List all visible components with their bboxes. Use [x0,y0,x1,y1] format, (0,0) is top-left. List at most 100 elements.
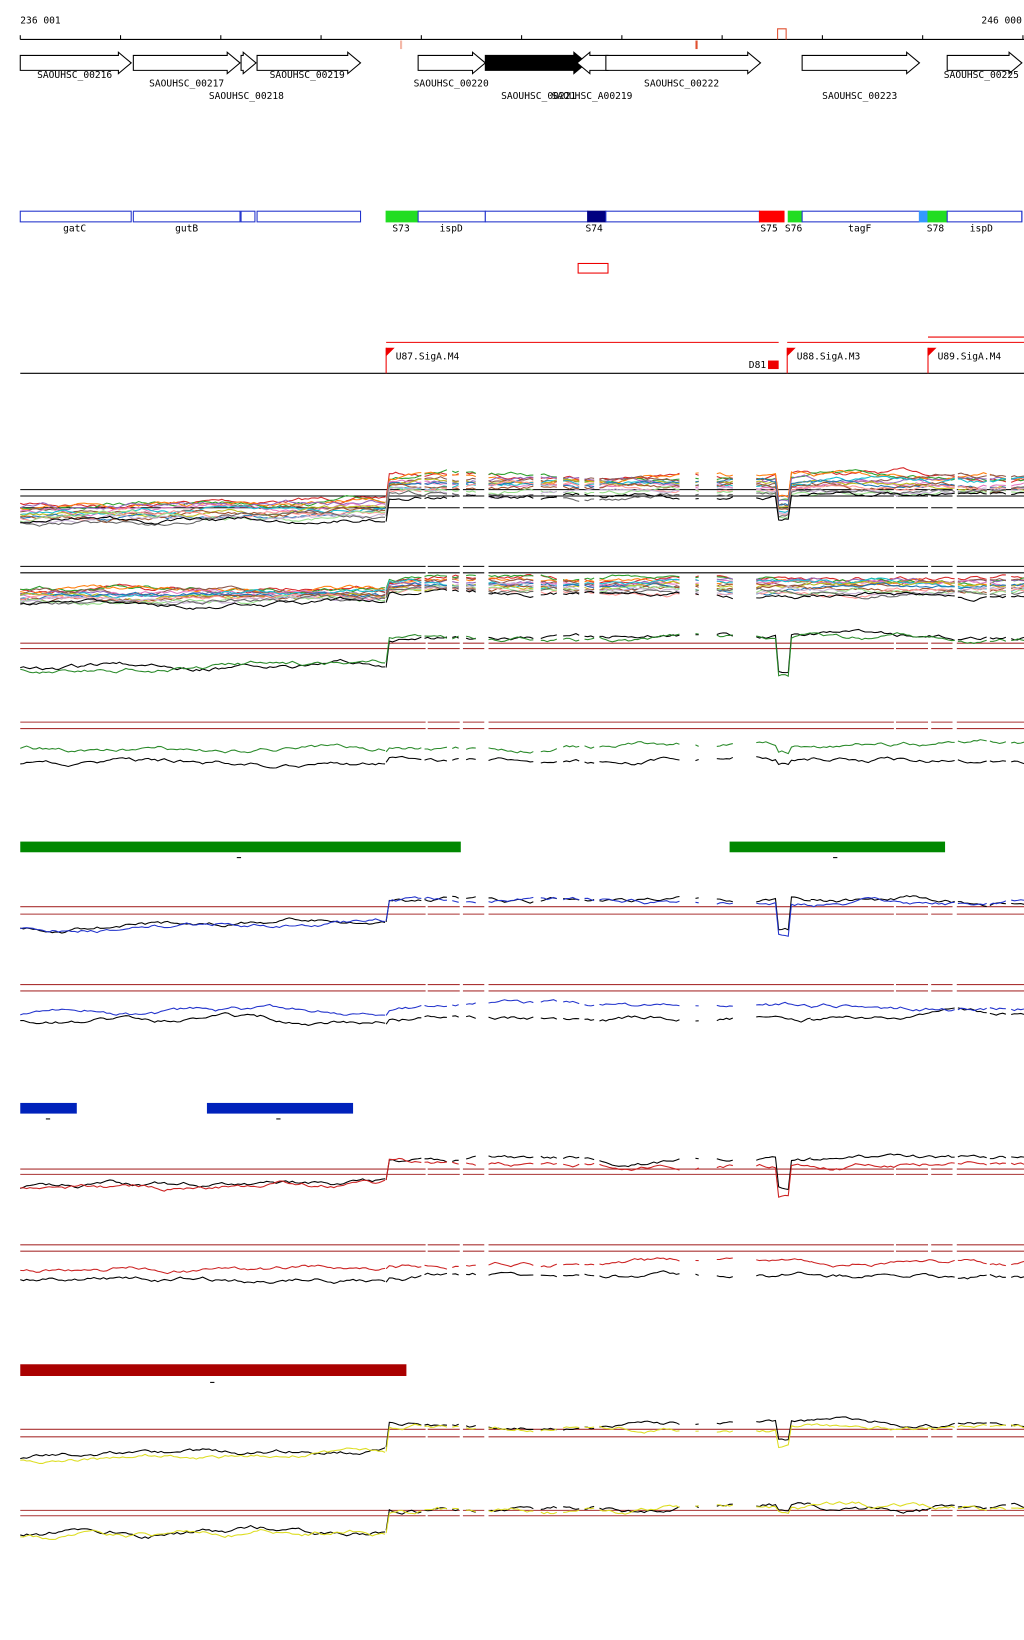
signal-line [716,634,733,638]
gene-label: SAOUHSC_00216 [37,70,112,81]
signal-line [756,1258,811,1263]
signal-line [695,576,699,579]
segment-bar [206,1102,354,1114]
signal-line [540,479,557,486]
signal-line [756,477,811,507]
signal-line [584,578,595,583]
signal-line [957,472,987,478]
signal-line [563,481,580,487]
gene-label: SAOUHSC_00225 [944,70,1019,81]
signal-line [20,1012,386,1026]
signal-line [20,596,386,610]
signal-line [584,745,595,749]
signal-line [756,1504,811,1515]
signal-line [599,591,680,597]
signal-line [385,636,422,668]
signal-line [1011,1260,1024,1266]
signal-line [20,917,386,934]
signal-line [540,1155,557,1159]
signal-line [465,589,476,593]
signal-line [584,577,595,580]
signal-line [452,1508,459,1512]
signal-line [810,628,955,641]
feature-label: gutB [175,223,198,234]
signal-line [810,489,955,497]
signal-line [989,1424,1006,1427]
signal-line [452,489,459,492]
signal-line [488,1016,534,1020]
signal-line [957,491,987,495]
signal-line [957,472,987,479]
gene-label: SAOUHSC_00222 [644,78,719,89]
signal-line [989,1263,1006,1267]
signal-line [452,1015,459,1018]
signal-line [599,1420,680,1428]
signal-line [810,484,955,491]
signal-line [424,488,448,494]
signal-line [599,578,680,586]
signal-line [1011,760,1024,765]
signal-line [1011,1507,1024,1510]
signal-line [1011,1012,1024,1016]
signal-line [957,490,987,494]
signal-line [563,759,580,763]
signal-line [756,489,811,518]
signal-line [385,896,422,921]
signal-line [716,756,734,760]
signal-line [452,895,459,899]
signal-line [957,636,987,641]
signal-line [466,1162,476,1166]
segment-bar [20,1102,77,1114]
signal-line [1011,583,1024,587]
signal-line [716,478,733,484]
signal-line [989,484,1006,488]
signal-line [488,495,534,499]
gene-arrow [19,51,133,75]
signal-line [563,1163,580,1168]
signal-line [584,897,595,902]
signal-line [563,637,580,642]
signal-line [584,1004,595,1007]
signal-line [452,1004,459,1007]
signal-line [563,1506,580,1510]
signal-line [466,577,476,581]
signal-line [716,472,733,477]
signal-line [563,492,580,496]
signal-line [424,471,448,477]
signal-line [488,896,534,903]
signal-line [584,493,595,497]
signal-line [584,477,595,481]
signal-line [563,578,580,583]
signal-line [385,472,422,504]
signal-line [810,1007,955,1021]
signal-line [452,1161,459,1165]
signal-line [385,1264,422,1270]
signal-line [584,761,595,764]
signal-line [989,900,1007,906]
segment-bar [20,1364,407,1376]
signal-line [540,473,557,478]
signal-line [957,1161,987,1166]
signal-line [1010,1424,1024,1429]
signal-line [452,484,459,488]
signal-line [599,592,680,598]
signal-line [1011,482,1024,487]
signal-line [989,588,1007,592]
segment-bar [729,841,946,853]
signal-line [756,1015,811,1023]
signal-line [989,474,1007,477]
signal-line [957,901,987,908]
signal-line [599,475,680,482]
signal-line [756,471,811,498]
signal-line [563,485,580,490]
signal-line [385,1017,422,1025]
signal-line [466,474,476,478]
signal-line [599,1163,680,1172]
signal-line [599,492,680,501]
signal-line [1011,595,1024,598]
signal-line [599,634,680,639]
signal-line [488,586,534,593]
signal-line [756,594,811,600]
signal-line [989,638,1007,642]
signal-line [20,1003,386,1016]
